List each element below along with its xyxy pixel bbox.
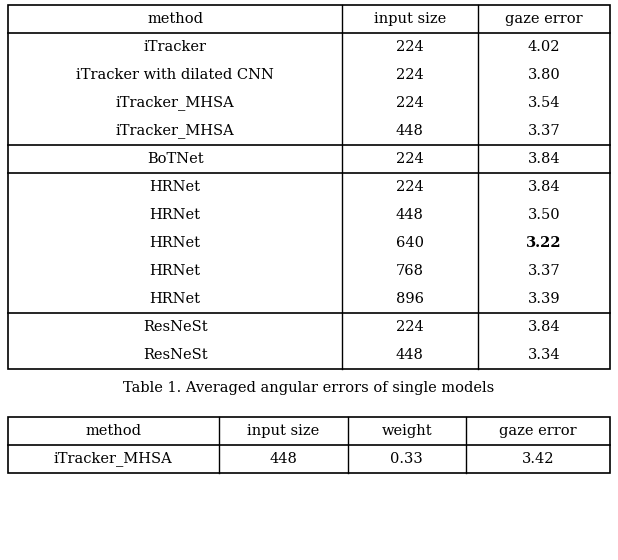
Text: ResNeSt: ResNeSt bbox=[143, 348, 208, 362]
Text: method: method bbox=[147, 12, 203, 26]
Text: 3.84: 3.84 bbox=[528, 320, 560, 334]
Text: iTracker_MHSA: iTracker_MHSA bbox=[116, 124, 234, 138]
Text: 3.34: 3.34 bbox=[528, 348, 560, 362]
Text: HRNet: HRNet bbox=[150, 180, 201, 194]
Text: gaze error: gaze error bbox=[499, 424, 577, 438]
Text: weight: weight bbox=[381, 424, 432, 438]
Text: iTracker: iTracker bbox=[143, 40, 206, 54]
Text: 448: 448 bbox=[269, 452, 297, 466]
Text: 224: 224 bbox=[396, 68, 424, 82]
Text: HRNet: HRNet bbox=[150, 292, 201, 306]
Text: BoTNet: BoTNet bbox=[146, 152, 203, 166]
Text: input size: input size bbox=[374, 12, 446, 26]
Text: 3.22: 3.22 bbox=[526, 236, 562, 250]
Text: 3.39: 3.39 bbox=[528, 292, 560, 306]
Text: 768: 768 bbox=[396, 264, 424, 278]
Text: 3.42: 3.42 bbox=[522, 452, 554, 466]
Text: 224: 224 bbox=[396, 152, 424, 166]
Text: 448: 448 bbox=[396, 208, 424, 222]
Text: gaze error: gaze error bbox=[505, 12, 583, 26]
Bar bbox=[8, 417, 610, 473]
Text: HRNet: HRNet bbox=[150, 236, 201, 250]
Text: 224: 224 bbox=[396, 180, 424, 194]
Text: 448: 448 bbox=[396, 348, 424, 362]
Text: 3.54: 3.54 bbox=[528, 96, 560, 110]
Text: HRNet: HRNet bbox=[150, 208, 201, 222]
Text: HRNet: HRNet bbox=[150, 264, 201, 278]
Text: 3.84: 3.84 bbox=[528, 152, 560, 166]
Text: iTracker_MHSA: iTracker_MHSA bbox=[54, 451, 172, 466]
Bar bbox=[8, 5, 610, 369]
Text: 640: 640 bbox=[396, 236, 424, 250]
Text: 0.33: 0.33 bbox=[391, 452, 423, 466]
Text: method: method bbox=[85, 424, 142, 438]
Text: 3.84: 3.84 bbox=[528, 180, 560, 194]
Text: 224: 224 bbox=[396, 320, 424, 334]
Text: ResNeSt: ResNeSt bbox=[143, 320, 208, 334]
Text: 224: 224 bbox=[396, 40, 424, 54]
Text: 896: 896 bbox=[396, 292, 424, 306]
Text: Table 1. Averaged angular errors of single models: Table 1. Averaged angular errors of sing… bbox=[124, 381, 494, 395]
Text: 3.37: 3.37 bbox=[528, 264, 560, 278]
Text: 224: 224 bbox=[396, 96, 424, 110]
Text: 3.50: 3.50 bbox=[528, 208, 560, 222]
Text: input size: input size bbox=[247, 424, 320, 438]
Text: 4.02: 4.02 bbox=[528, 40, 560, 54]
Text: 448: 448 bbox=[396, 124, 424, 138]
Text: iTracker_MHSA: iTracker_MHSA bbox=[116, 96, 234, 110]
Text: 3.80: 3.80 bbox=[527, 68, 560, 82]
Text: iTracker with dilated CNN: iTracker with dilated CNN bbox=[76, 68, 274, 82]
Text: 3.37: 3.37 bbox=[528, 124, 560, 138]
